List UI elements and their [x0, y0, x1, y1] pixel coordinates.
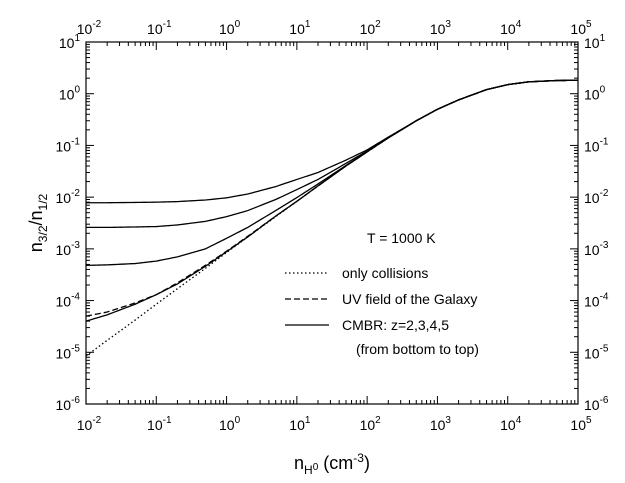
series-curve-0 — [85, 79, 579, 357]
x-tick-label: 10-2 — [77, 415, 102, 433]
legend-label-dashed: UV field of the Galaxy — [342, 291, 477, 307]
x-tick-label: 10-1 — [147, 415, 172, 433]
y-tick-label: 10-1 — [56, 136, 81, 154]
x-axis-label: nH0 (cm-3) — [294, 451, 370, 477]
x-tick-label-top: 104 — [500, 19, 522, 37]
y-tick-label-right: 101 — [584, 33, 606, 51]
x-tick-label-top: 100 — [219, 19, 241, 37]
series-curve-3 — [85, 79, 579, 266]
x-tick-label-top: 102 — [360, 19, 382, 37]
y-tick-label: 10-2 — [56, 188, 81, 206]
y-tick-label: 100 — [59, 85, 81, 103]
series-curve-2 — [85, 79, 579, 322]
curves-layer — [85, 79, 579, 357]
legend-label-dotted: only collisions — [342, 265, 428, 281]
y-tick-label-right: 10-4 — [584, 292, 609, 310]
series-curve-5 — [86, 79, 579, 204]
y-tick-label-right: 10-5 — [584, 343, 609, 361]
series-curve-4 — [86, 79, 579, 229]
x-tick-label-top: 10-2 — [77, 19, 102, 37]
ticks-layer: 10-2 10-2 10-1 10-1 100 100 101 101 102 102 103 103… — [56, 19, 609, 433]
y-tick-label: 10-4 — [56, 292, 81, 310]
x-tick-label: 104 — [500, 415, 522, 433]
x-tick-label-top: 10-1 — [147, 19, 172, 37]
x-tick-label-top: 103 — [430, 19, 452, 37]
y-tick-label-right: 10-2 — [584, 188, 609, 206]
y-tick-label-right: 10-6 — [584, 395, 609, 413]
plot-frame — [85, 41, 579, 405]
legend-note: (from bottom to top) — [356, 341, 479, 357]
y-tick-label-right: 100 — [584, 85, 606, 103]
x-tick-label: 100 — [219, 415, 241, 433]
y-tick-label: 101 — [59, 33, 81, 51]
series-curve-1 — [85, 79, 579, 317]
x-tick-label: 102 — [360, 415, 382, 433]
x-tick-label-top: 105 — [570, 19, 592, 37]
legend-label-solid: CMBR: z=2,3,4,5 — [342, 317, 449, 333]
y-axis-label: n3/2/n1/2 — [26, 193, 50, 252]
y-tick-label: 10-5 — [56, 343, 81, 361]
y-tick-label: 10-3 — [56, 240, 81, 258]
y-tick-label-right: 10-3 — [584, 240, 609, 258]
y-tick-label: 10-6 — [56, 395, 81, 413]
x-tick-label: 103 — [430, 415, 452, 433]
y-tick-label-right: 10-1 — [584, 136, 609, 154]
x-tick-label: 101 — [289, 415, 311, 433]
x-tick-label-top: 101 — [289, 19, 311, 37]
legend: T = 1000 K only collisions UV field of t… — [285, 230, 479, 357]
x-tick-label: 105 — [570, 415, 592, 433]
temperature-annotation: T = 1000 K — [367, 230, 436, 246]
